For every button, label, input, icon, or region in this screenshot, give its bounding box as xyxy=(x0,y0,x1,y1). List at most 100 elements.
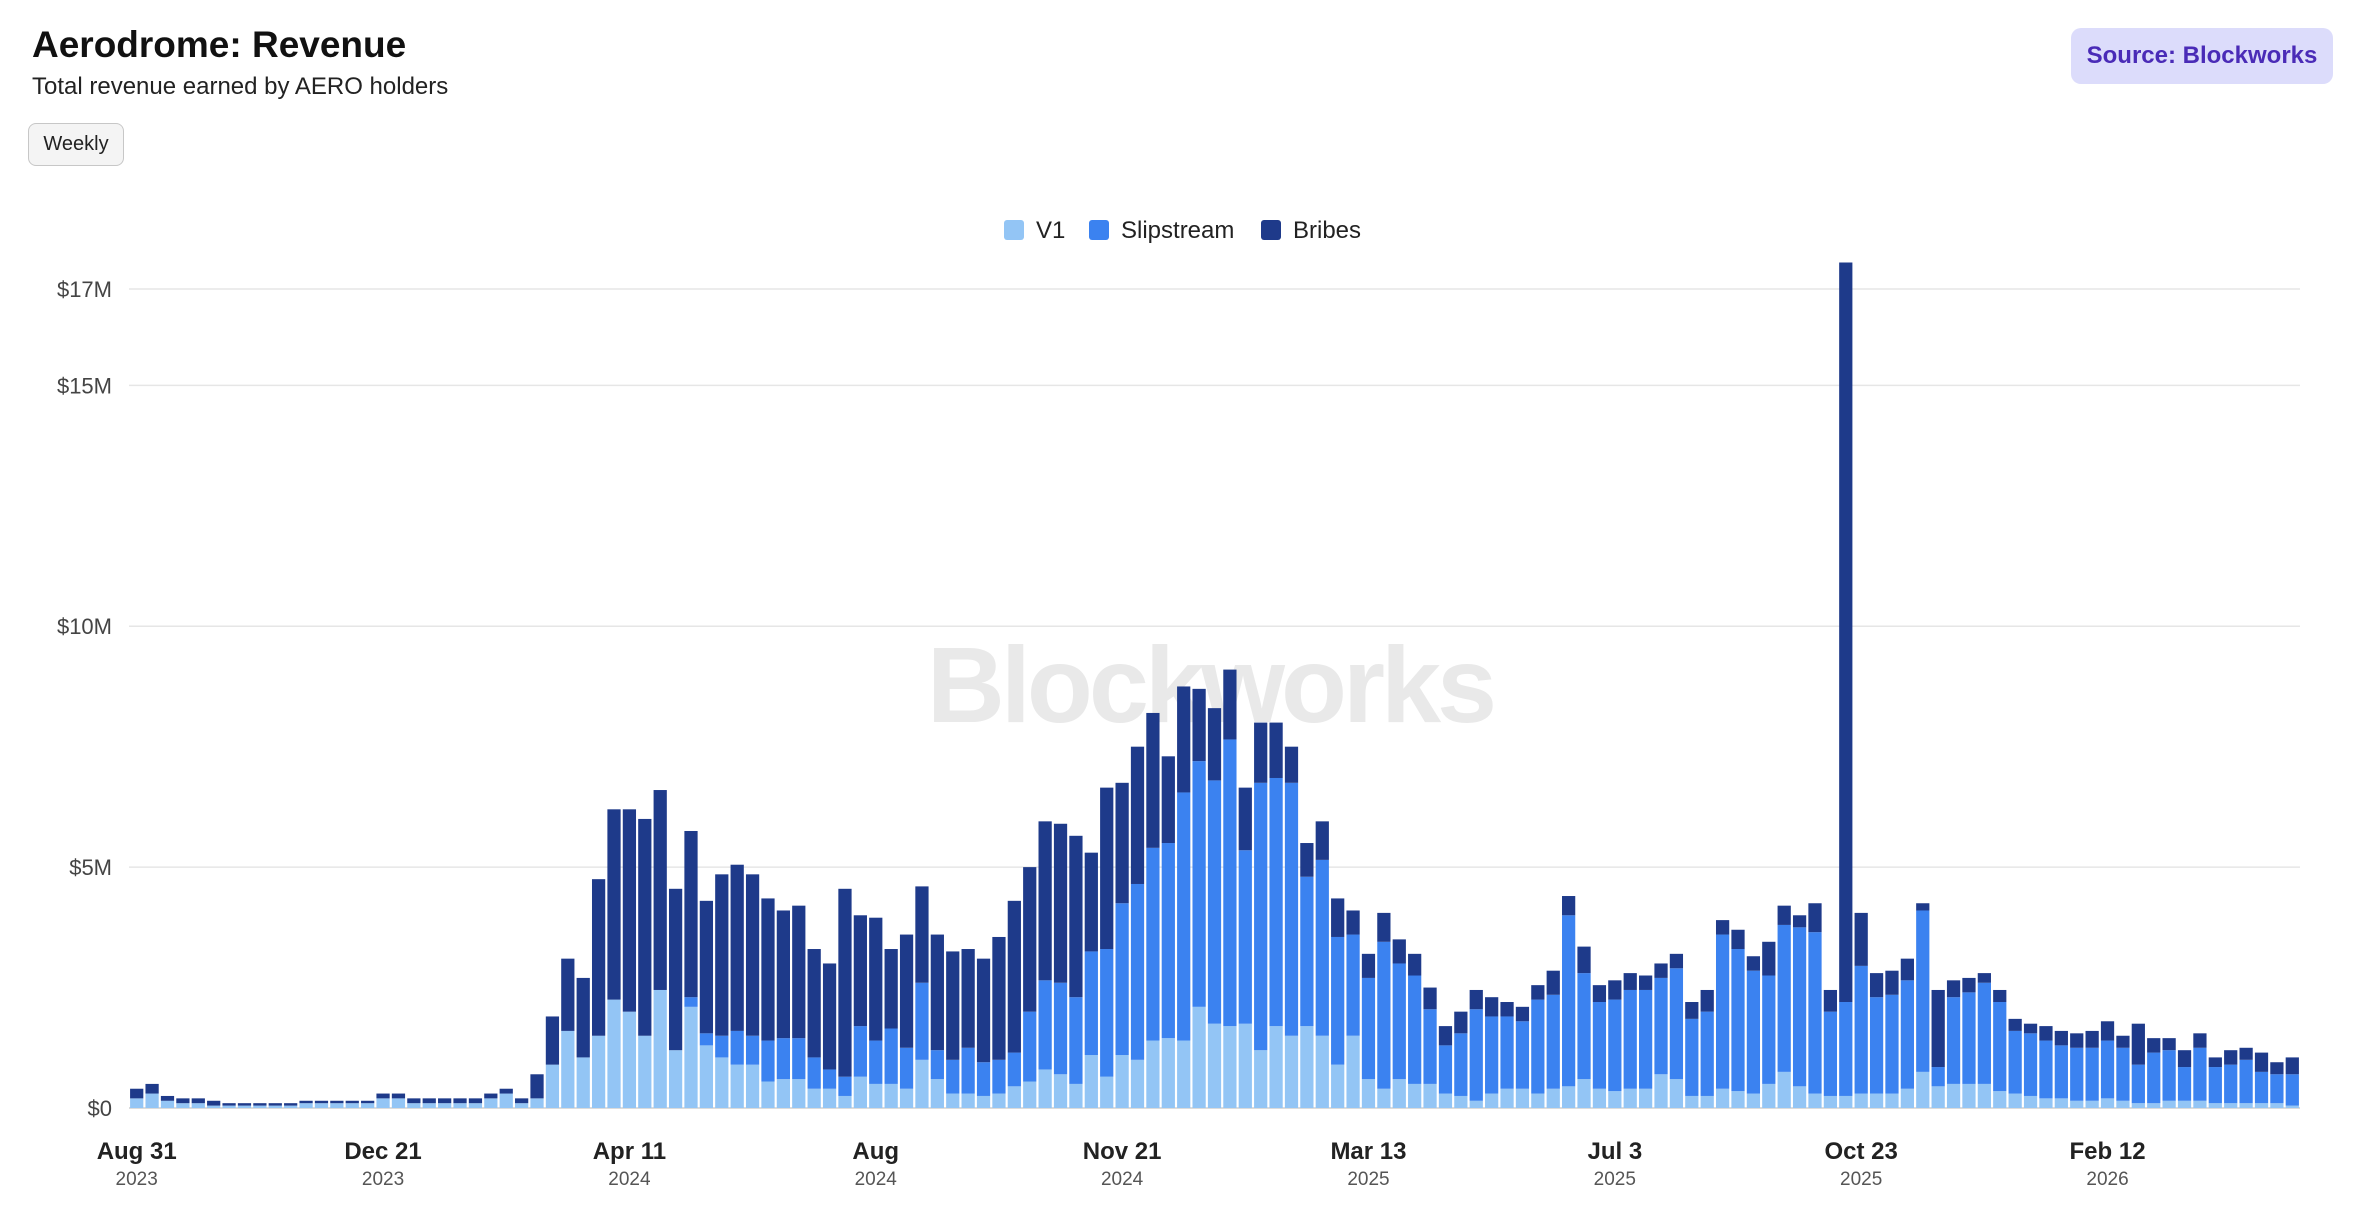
bar-bribes[interactable] xyxy=(237,1103,252,1106)
bar-slipstream[interactable] xyxy=(1654,977,1668,1075)
bar-v1[interactable] xyxy=(2070,1100,2084,1108)
bar-v1[interactable] xyxy=(1592,1088,1607,1108)
bar-bribes[interactable] xyxy=(2039,1026,2053,1041)
bar-v1[interactable] xyxy=(1238,1023,1252,1108)
bar-bribes[interactable] xyxy=(1315,821,1329,860)
bar-v1[interactable] xyxy=(976,1095,991,1108)
bar-bribes[interactable] xyxy=(1023,867,1037,1012)
bar-slipstream[interactable] xyxy=(2162,1050,2176,1101)
bar-v1[interactable] xyxy=(1377,1088,1391,1108)
bar-v1[interactable] xyxy=(1777,1071,1791,1108)
bar-slipstream[interactable] xyxy=(1531,999,1545,1094)
bar-slipstream[interactable] xyxy=(1346,934,1360,1036)
bar-v1[interactable] xyxy=(191,1103,205,1108)
bar-bribes[interactable] xyxy=(1284,746,1299,783)
bar-slipstream[interactable] xyxy=(1731,949,1745,1092)
bar-v1[interactable] xyxy=(1023,1081,1037,1109)
bar-v1[interactable] xyxy=(591,1035,606,1108)
bar-v1[interactable] xyxy=(1100,1076,1114,1108)
bar-slipstream[interactable] xyxy=(884,1028,898,1084)
bar-v1[interactable] xyxy=(653,989,667,1108)
bar-slipstream[interactable] xyxy=(961,1047,975,1094)
bar-v1[interactable] xyxy=(1823,1095,1838,1108)
bar-bribes[interactable] xyxy=(1962,977,1976,993)
bar-slipstream[interactable] xyxy=(915,982,929,1060)
bar-v1[interactable] xyxy=(668,1050,683,1108)
bar-v1[interactable] xyxy=(915,1059,929,1108)
bar-v1[interactable] xyxy=(407,1103,421,1108)
bar-slipstream[interactable] xyxy=(684,997,698,1007)
bar-bribes[interactable] xyxy=(1500,1002,1514,1017)
bar-bribes[interactable] xyxy=(745,874,760,1036)
bar-bribes[interactable] xyxy=(1839,262,1853,1003)
bar-bribes[interactable] xyxy=(561,958,575,1031)
bar-slipstream[interactable] xyxy=(2254,1071,2269,1104)
bar-bribes[interactable] xyxy=(1130,746,1145,884)
bar-bribes[interactable] xyxy=(1392,939,1406,964)
bar-bribes[interactable] xyxy=(1869,973,1884,998)
bar-bribes[interactable] xyxy=(1408,953,1422,976)
bar-bribes[interactable] xyxy=(1053,823,1068,983)
bar-v1[interactable] xyxy=(715,1057,729,1108)
bar-v1[interactable] xyxy=(684,1006,698,1108)
bar-slipstream[interactable] xyxy=(2085,1047,2099,1101)
bar-v1[interactable] xyxy=(1115,1055,1129,1108)
bar-slipstream[interactable] xyxy=(1177,792,1191,1041)
bar-v1[interactable] xyxy=(776,1079,790,1108)
bar-bribes[interactable] xyxy=(1115,782,1129,904)
bar-slipstream[interactable] xyxy=(807,1057,821,1089)
bar-bribes[interactable] xyxy=(284,1103,298,1106)
bar-bribes[interactable] xyxy=(1438,1026,1453,1046)
bar-v1[interactable] xyxy=(1423,1083,1437,1108)
bar-bribes[interactable] xyxy=(2193,1033,2207,1048)
bar-v1[interactable] xyxy=(145,1093,159,1108)
bar-v1[interactable] xyxy=(992,1093,1006,1108)
bar-v1[interactable] xyxy=(1946,1083,1961,1108)
bar-v1[interactable] xyxy=(730,1064,744,1108)
bar-bribes[interactable] xyxy=(2100,1021,2115,1041)
bar-slipstream[interactable] xyxy=(1808,932,1822,1094)
bar-bribes[interactable] xyxy=(1331,898,1345,937)
bar-v1[interactable] xyxy=(2023,1095,2038,1108)
bar-bribes[interactable] xyxy=(1931,989,1945,1068)
bar-v1[interactable] xyxy=(1038,1069,1052,1108)
bar-v1[interactable] xyxy=(1669,1079,1684,1108)
bar-v1[interactable] xyxy=(1300,1026,1314,1108)
bar-bribes[interactable] xyxy=(1531,985,1545,1000)
bar-v1[interactable] xyxy=(222,1105,236,1108)
bar-bribes[interactable] xyxy=(1669,953,1684,969)
bar-bribes[interactable] xyxy=(1146,712,1160,848)
bar-bribes[interactable] xyxy=(376,1093,390,1099)
bar-bribes[interactable] xyxy=(1300,843,1314,877)
bar-v1[interactable] xyxy=(2085,1100,2099,1108)
bar-slipstream[interactable] xyxy=(1623,989,1637,1089)
bar-slipstream[interactable] xyxy=(2054,1045,2068,1099)
bar-v1[interactable] xyxy=(1715,1088,1730,1108)
bar-v1[interactable] xyxy=(391,1098,406,1108)
bar-bribes[interactable] xyxy=(899,934,914,1048)
bar-slipstream[interactable] xyxy=(1823,1011,1838,1096)
bar-bribes[interactable] xyxy=(2285,1057,2299,1075)
bar-v1[interactable] xyxy=(1700,1095,1714,1108)
bar-slipstream[interactable] xyxy=(2100,1040,2115,1099)
bar-v1[interactable] xyxy=(607,999,621,1108)
bar-v1[interactable] xyxy=(1454,1095,1468,1108)
bar-bribes[interactable] xyxy=(1916,903,1930,911)
bar-bribes[interactable] xyxy=(2131,1023,2145,1065)
bar-slipstream[interactable] xyxy=(1223,739,1237,1027)
bar-bribes[interactable] xyxy=(1715,920,1730,935)
bar-v1[interactable] xyxy=(792,1079,806,1108)
bar-slipstream[interactable] xyxy=(1069,997,1083,1084)
bar-bribes[interactable] xyxy=(792,905,806,1039)
bar-slipstream[interactable] xyxy=(776,1038,790,1080)
bar-slipstream[interactable] xyxy=(1115,903,1129,1056)
bar-slipstream[interactable] xyxy=(1854,965,1868,1094)
bar-v1[interactable] xyxy=(2254,1103,2269,1108)
bar-v1[interactable] xyxy=(468,1103,483,1108)
bar-bribes[interactable] xyxy=(545,1016,560,1065)
bar-v1[interactable] xyxy=(545,1064,560,1108)
bar-v1[interactable] xyxy=(1007,1086,1021,1108)
bar-v1[interactable] xyxy=(1731,1091,1745,1108)
bar-bribes[interactable] xyxy=(1562,896,1576,916)
bar-slipstream[interactable] xyxy=(1007,1052,1021,1087)
